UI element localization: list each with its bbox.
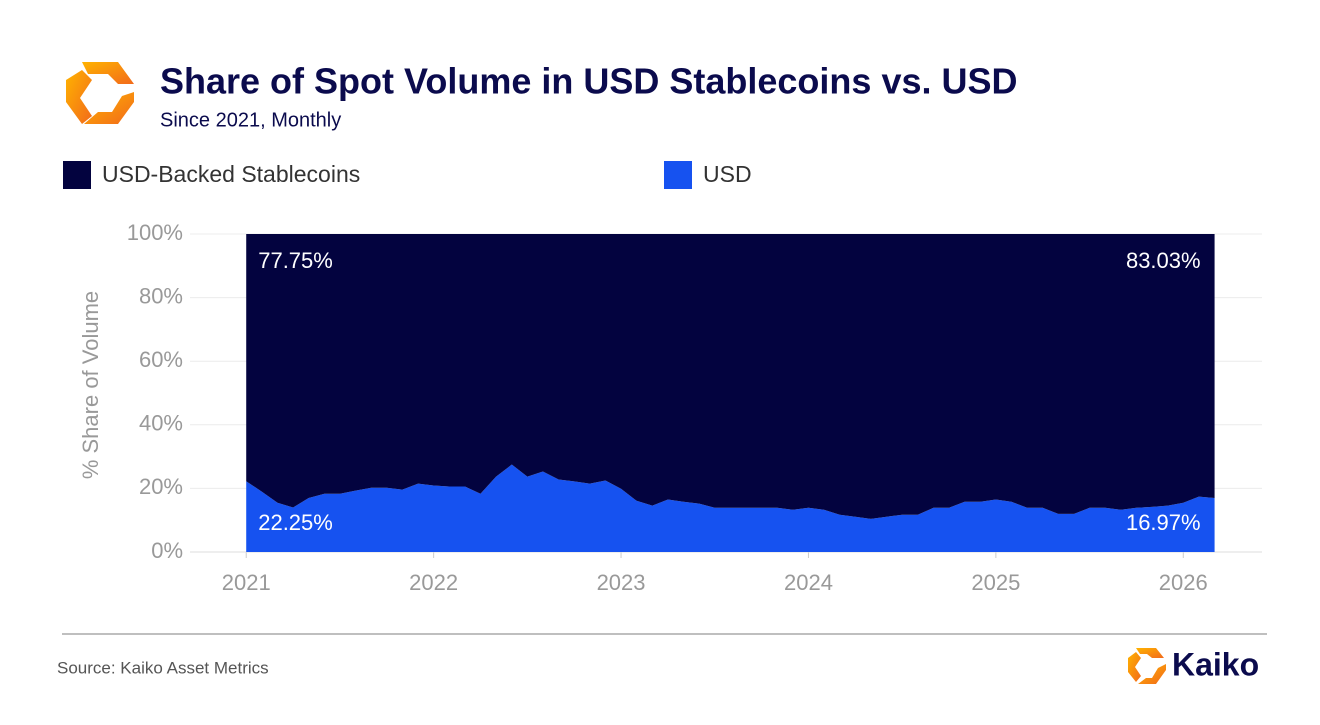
brand-name: Kaiko [1172, 646, 1259, 682]
data-label: 22.25% [258, 510, 333, 535]
logo-icon [66, 62, 134, 124]
chart-subtitle: Since 2021, Monthly [160, 109, 341, 131]
y-tick-label: 0% [151, 538, 183, 563]
legend-swatch [63, 161, 91, 189]
legend-label: USD [703, 161, 752, 187]
y-axis-label: % Share of Volume [78, 291, 103, 479]
legend-label: USD-Backed Stablecoins [102, 161, 360, 187]
data-label: 83.03% [1126, 248, 1201, 273]
area [246, 234, 1215, 519]
y-tick-label: 100% [127, 220, 183, 245]
brand-icon [1128, 648, 1166, 684]
y-tick-label: 80% [139, 283, 183, 308]
y-tick-label: 40% [139, 411, 183, 436]
x-tick-label: 2026 [1159, 570, 1208, 595]
area [246, 464, 1215, 552]
x-tick-label: 2025 [971, 570, 1020, 595]
x-tick-label: 2021 [222, 570, 271, 595]
chart-title: Share of Spot Volume in USD Stablecoins … [160, 61, 1018, 102]
data-label: 16.97% [1126, 510, 1201, 535]
y-tick-label: 60% [139, 347, 183, 372]
y-tick-label: 20% [139, 474, 183, 499]
x-tick-label: 2022 [409, 570, 458, 595]
data-label: 77.75% [258, 248, 333, 273]
x-tick-label: 2023 [597, 570, 646, 595]
x-tick-label: 2024 [784, 570, 833, 595]
source-note: Source: Kaiko Asset Metrics [57, 658, 269, 677]
legend-swatch [664, 161, 692, 189]
